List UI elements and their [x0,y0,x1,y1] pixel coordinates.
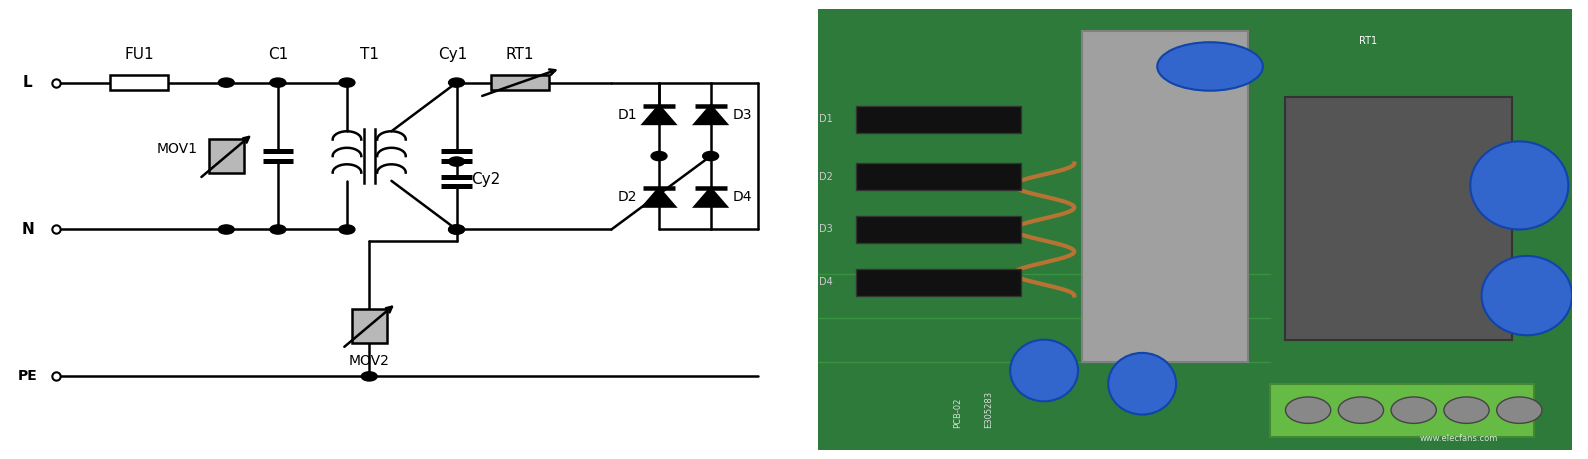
Text: D2: D2 [819,172,834,182]
Circle shape [340,225,356,234]
Circle shape [1286,397,1331,423]
Circle shape [1339,397,1383,423]
Circle shape [362,372,378,381]
Polygon shape [643,106,675,124]
Circle shape [270,225,286,234]
Text: Cy2: Cy2 [470,172,500,186]
Text: PE: PE [17,369,38,383]
Text: L: L [22,75,33,90]
Ellipse shape [1470,141,1569,230]
Text: Cy1: Cy1 [438,47,467,62]
Text: T1: T1 [360,47,378,62]
Text: D2: D2 [618,190,637,204]
Circle shape [1443,397,1490,423]
Circle shape [448,78,464,87]
Ellipse shape [1482,256,1572,335]
Bar [353,308,387,343]
Text: D4: D4 [732,190,753,204]
Ellipse shape [1108,353,1177,414]
Bar [1081,31,1248,362]
Circle shape [270,78,286,87]
Ellipse shape [1158,42,1262,91]
Text: RT1: RT1 [507,47,534,62]
Circle shape [1496,397,1542,423]
Ellipse shape [1010,340,1078,401]
Text: PCB-02: PCB-02 [953,397,962,428]
Circle shape [702,151,718,161]
Text: D1: D1 [819,114,834,124]
Circle shape [218,225,235,234]
Bar [856,269,1021,296]
Text: D3: D3 [819,224,834,235]
Text: D3: D3 [732,108,753,122]
Circle shape [448,157,464,166]
Polygon shape [643,188,675,207]
Text: RT1: RT1 [1359,36,1377,46]
Text: www.elecfans.com: www.elecfans.com [1420,434,1497,443]
Text: FU1: FU1 [124,47,154,62]
Text: D4: D4 [819,277,834,287]
Circle shape [448,225,464,234]
Text: C1: C1 [268,47,287,62]
Text: MOV1: MOV1 [157,142,197,156]
Bar [1270,384,1534,437]
Text: MOV2: MOV2 [349,354,389,369]
Bar [856,106,1021,133]
Circle shape [340,78,356,87]
Polygon shape [696,188,726,207]
Bar [110,75,168,90]
Bar [208,139,245,173]
Polygon shape [696,106,726,124]
Circle shape [448,225,464,234]
Circle shape [1391,397,1436,423]
Bar [856,216,1021,243]
Bar [1285,97,1512,340]
Bar [492,75,549,90]
Text: E305283: E305283 [985,391,992,428]
Text: N: N [21,222,35,237]
Text: D1: D1 [618,108,637,122]
Circle shape [218,78,235,87]
Bar [856,163,1021,190]
Circle shape [651,151,667,161]
